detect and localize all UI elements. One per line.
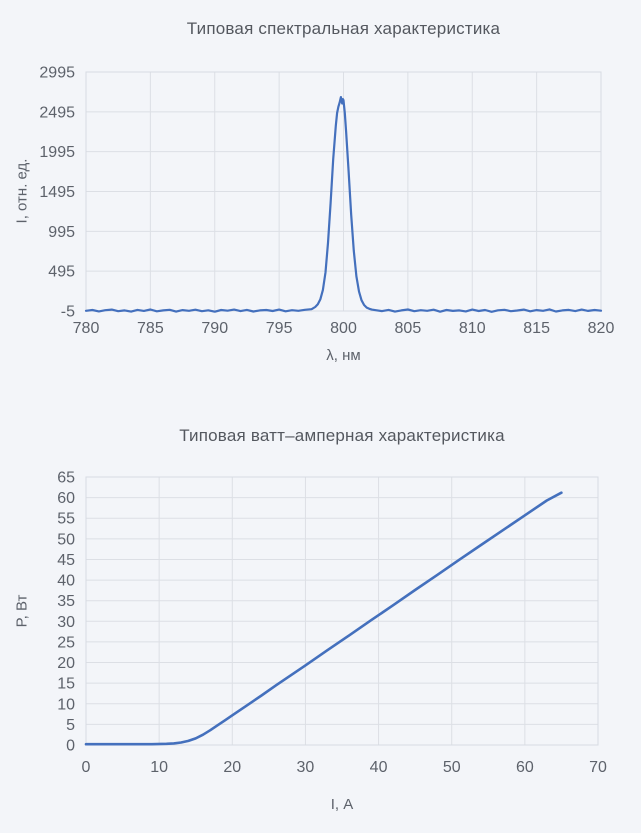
y-tick-label: 995 bbox=[48, 224, 75, 241]
y-tick-label: 40 bbox=[57, 573, 75, 590]
y-tick-label: 2995 bbox=[39, 65, 75, 82]
x-tick-label: 815 bbox=[523, 320, 550, 337]
y-tick-label: 60 bbox=[57, 490, 75, 507]
plot-frame bbox=[85, 476, 599, 746]
data-series-line bbox=[84, 96, 603, 313]
x-tick-label: 790 bbox=[201, 320, 228, 337]
spectral-x-axis-label: λ, нм bbox=[326, 347, 361, 364]
spectral-chart-plot: 780 785 790 795 800 805 810 815 820 -5 495 995 1495 1… bbox=[39, 65, 615, 338]
x-tick-label: 785 bbox=[137, 320, 164, 337]
y-tick-label: 0 bbox=[66, 738, 75, 755]
y-tick-label: 5 bbox=[66, 717, 75, 734]
watt-ampere-x-axis-label: I, А bbox=[330, 796, 354, 813]
x-tick-label: 810 bbox=[459, 320, 486, 337]
x-tick-label: 805 bbox=[395, 320, 422, 337]
y-tick-label: 45 bbox=[57, 552, 75, 569]
y-tick-label: 1495 bbox=[39, 184, 75, 201]
x-tick-label: 60 bbox=[516, 759, 534, 776]
x-tick-label: 10 bbox=[150, 759, 168, 776]
x-tick-label: 0 bbox=[82, 759, 91, 776]
spectral-chart-title: Типовая спектральная характеристика bbox=[186, 19, 501, 38]
x-tick-label: 30 bbox=[297, 759, 315, 776]
y-tick-label: 20 bbox=[57, 655, 75, 672]
y-tick-label: 1995 bbox=[39, 144, 75, 161]
x-tick-label: 20 bbox=[223, 759, 241, 776]
data-series-line bbox=[84, 491, 563, 746]
y-tick-label: -5 bbox=[61, 304, 75, 321]
x-tick-label: 780 bbox=[73, 320, 100, 337]
y-tick-label: 2495 bbox=[39, 104, 75, 121]
x-tick-label: 50 bbox=[443, 759, 461, 776]
x-tick-label: 70 bbox=[589, 759, 607, 776]
y-tick-label: 495 bbox=[48, 264, 75, 281]
plot-frame bbox=[85, 71, 602, 312]
x-tick-label: 820 bbox=[588, 320, 615, 337]
watt-ampere-chart-plot: 0 10 20 30 40 50 60 70 0 5 10 15 20 25 30 35 40 45 50 55 60 6… bbox=[57, 470, 607, 777]
x-tick-label: 40 bbox=[370, 759, 388, 776]
watt-ampere-chart-title: Типовая ватт–амперная характеристика bbox=[179, 426, 505, 445]
y-tick-label: 35 bbox=[57, 593, 75, 610]
y-tick-label: 10 bbox=[57, 696, 75, 713]
x-tick-label: 795 bbox=[266, 320, 293, 337]
y-tick-label: 15 bbox=[57, 676, 75, 693]
x-tick-label: 800 bbox=[330, 320, 357, 337]
y-tick-label: 50 bbox=[57, 531, 75, 548]
y-tick-label: 25 bbox=[57, 634, 75, 651]
y-tick-label: 30 bbox=[57, 614, 75, 631]
y-tick-label: 55 bbox=[57, 511, 75, 528]
y-tick-label: 65 bbox=[57, 470, 75, 487]
